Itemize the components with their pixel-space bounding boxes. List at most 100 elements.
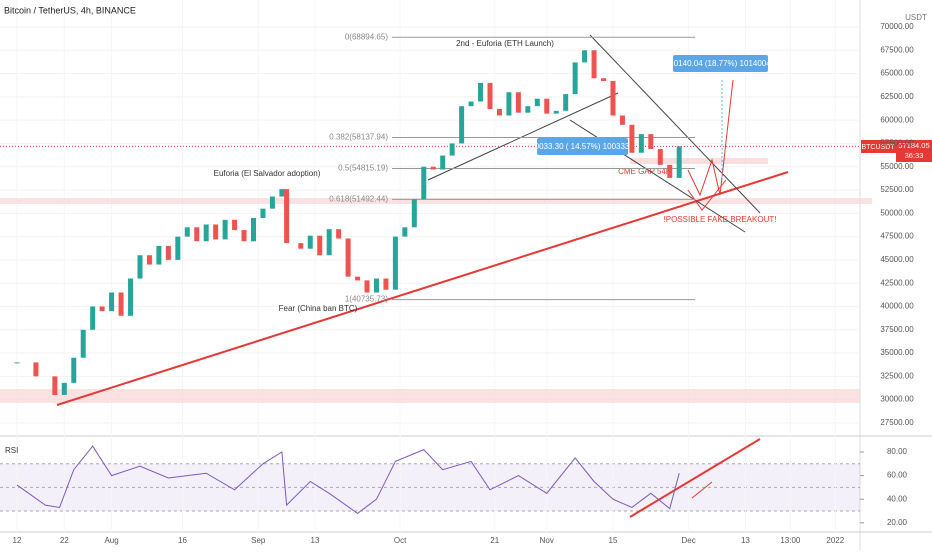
candle — [284, 189, 290, 244]
candle — [269, 196, 275, 209]
candle — [99, 306, 105, 312]
candle — [326, 229, 332, 256]
candle — [563, 94, 569, 111]
projection-arrow — [687, 179, 727, 211]
candle — [222, 219, 228, 240]
price-tick-label: 47500.00 — [880, 232, 914, 241]
candle — [298, 243, 304, 249]
candle — [175, 236, 181, 260]
candle — [496, 108, 502, 116]
price-tick-label: 55000.00 — [880, 162, 914, 171]
time-tick-label: 16 — [178, 536, 187, 545]
candle — [213, 224, 219, 240]
fib-label: 0.618(51492.44) — [329, 195, 388, 204]
candle — [251, 217, 256, 242]
candle — [71, 357, 77, 383]
time-tick-label: Dec — [682, 536, 696, 545]
time-tick-label: Aug — [104, 536, 118, 545]
rsi-arrow — [691, 481, 713, 499]
candle — [14, 362, 20, 364]
price-tick-label: 27500.00 — [880, 418, 914, 427]
time-tick-label: 13 — [311, 536, 320, 545]
candle — [336, 229, 342, 239]
candle — [582, 50, 588, 63]
candle — [525, 106, 531, 113]
time-tick-label: 15 — [609, 536, 618, 545]
candle — [648, 134, 654, 150]
candle — [118, 292, 124, 316]
measure-label: 10033.30 ( 14.57%) 1003330 — [530, 142, 634, 151]
countdown: 36:33 — [905, 151, 924, 160]
candle — [638, 134, 644, 153]
annotation: 2nd - Euforia (ETH Launch) — [456, 39, 554, 48]
candle — [572, 62, 578, 95]
rsi-tick-label: 60.00 — [887, 471, 908, 480]
projection-arrow — [687, 79, 734, 197]
price-tag — [896, 140, 932, 162]
annotation: CME GAP 54k — [618, 167, 671, 176]
time-tick-label: Sep — [251, 536, 266, 545]
candle — [676, 146, 682, 178]
last-price: 57184.05 — [898, 141, 929, 150]
price-tick-label: 50000.00 — [880, 208, 914, 217]
support-zone — [0, 198, 872, 204]
candle — [156, 245, 162, 265]
candle — [33, 362, 39, 377]
measure-label: 10140.04 (18.77%) 1014004 — [669, 59, 771, 68]
candle — [667, 164, 673, 178]
candle — [610, 81, 616, 116]
candle — [232, 219, 238, 231]
price-tick-label: 67500.00 — [880, 45, 914, 54]
price-tick-label: 57500.00 — [880, 139, 914, 148]
annotation: Euforia (El Salvador adoption) — [214, 169, 321, 178]
trendline — [56, 171, 789, 406]
candle — [534, 98, 540, 107]
candle — [421, 166, 427, 200]
price-tick-label: 37500.00 — [880, 325, 914, 334]
price-tick-label: 45000.00 — [880, 255, 914, 264]
candle — [146, 255, 152, 265]
candle — [61, 382, 67, 395]
candle — [137, 255, 143, 279]
candle — [383, 278, 389, 290]
time-tick-label: 13 — [741, 536, 750, 545]
measure-box — [537, 138, 628, 155]
rsi-trendline — [629, 438, 761, 518]
currency: USDT — [905, 13, 927, 22]
candle — [109, 292, 115, 312]
symbol-tag — [861, 140, 896, 153]
price-tick-label: 52500.00 — [880, 185, 914, 194]
candle — [317, 235, 323, 256]
price-tick-label: 65000.00 — [880, 69, 914, 78]
candle — [601, 78, 607, 82]
time-tick-label: 2022 — [826, 536, 844, 545]
rsi-tick-label: 40.00 — [887, 494, 908, 503]
support-zone — [0, 389, 860, 403]
time-tick-label: Oct — [394, 536, 407, 545]
candle — [90, 306, 96, 330]
candle — [392, 236, 398, 290]
candle — [402, 227, 408, 237]
price-tick-label: 35000.00 — [880, 348, 914, 357]
candle — [440, 155, 446, 170]
time-tick-label: 22 — [60, 536, 69, 545]
time-tick-label: Nov — [540, 536, 554, 545]
candle — [553, 110, 559, 114]
candle — [165, 245, 171, 260]
price-tick-label: 42500.00 — [880, 278, 914, 287]
candle — [515, 92, 521, 113]
candle — [459, 106, 465, 144]
candle — [279, 189, 285, 197]
rsi-line — [16, 445, 680, 514]
fib-label: 0.5(54815.19) — [338, 164, 388, 173]
price-tick-label: 60000.00 — [880, 115, 914, 124]
time-tick-label: 12 — [13, 536, 22, 545]
price-tick-label: 30000.00 — [880, 395, 914, 404]
time-tick-label: 13:00 — [780, 536, 801, 545]
time-tick-label: 21 — [490, 536, 499, 545]
candle — [80, 329, 86, 358]
candle — [355, 276, 361, 281]
annotation: Fear (China ban BTC) — [279, 304, 358, 313]
candle — [619, 115, 625, 125]
